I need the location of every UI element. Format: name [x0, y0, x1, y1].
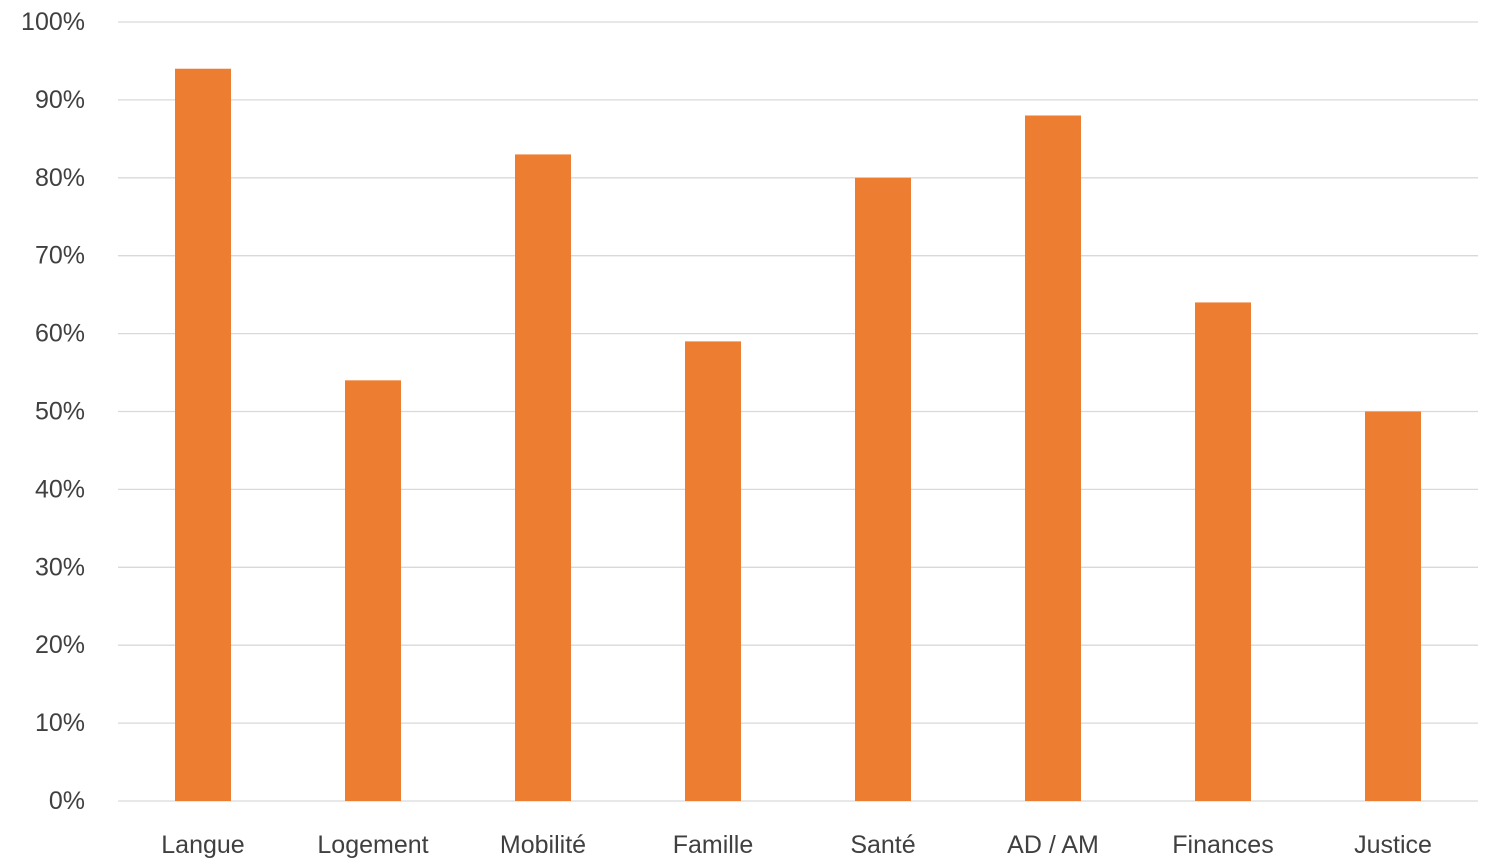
x-axis-tick-labels: Langue Logement Mobilité Famille Santé AD / A…: [161, 831, 1432, 859]
y-tick-label: 90%: [35, 86, 85, 114]
bar-ad-am: [1025, 115, 1081, 802]
x-tick-label: Justice: [1354, 831, 1432, 859]
x-tick-label: Famille: [673, 831, 754, 859]
bar-sant: [855, 177, 911, 802]
y-tick-label: 40%: [35, 475, 85, 503]
y-tick-label: 20%: [35, 631, 85, 659]
bar-mobilit: [515, 154, 571, 801]
bar-justice: [1365, 411, 1421, 801]
y-tick-label: 50%: [35, 398, 85, 426]
bar-finances: [1195, 302, 1251, 801]
bar-famille: [685, 341, 741, 801]
y-tick-label: 0%: [49, 787, 85, 815]
y-axis-tick-labels: 0% 10% 20% 30% 40% 50% 60% 70% 80% 90% 100%: [21, 8, 85, 815]
y-tick-label: 10%: [35, 709, 85, 737]
x-tick-label: Mobilité: [500, 831, 586, 859]
x-tick-label: Finances: [1172, 831, 1273, 859]
gridlines: [118, 21, 1478, 802]
x-tick-label: Logement: [317, 831, 428, 859]
bars: [175, 68, 1421, 802]
x-tick-label: AD / AM: [1007, 831, 1099, 859]
x-tick-label: Langue: [161, 831, 244, 859]
bar-langue: [175, 68, 231, 802]
y-tick-label: 80%: [35, 164, 85, 192]
y-tick-label: 30%: [35, 553, 85, 581]
y-tick-label: 60%: [35, 320, 85, 348]
y-tick-label: 100%: [21, 8, 85, 36]
bar-logement: [345, 380, 401, 801]
x-tick-label: Santé: [850, 831, 915, 859]
y-tick-label: 70%: [35, 242, 85, 270]
